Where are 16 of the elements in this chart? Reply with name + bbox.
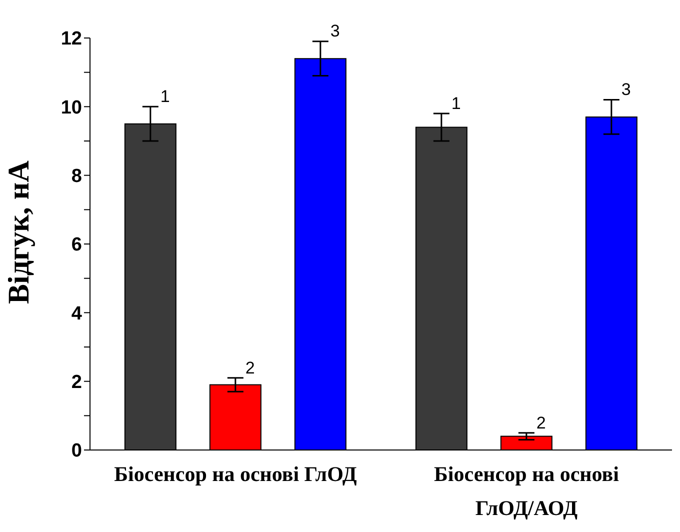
y-tick-label: 12: [60, 28, 82, 50]
text: 2: [245, 358, 255, 378]
series-label: 3: [330, 22, 340, 41]
y-tick-label: 4: [71, 303, 82, 324]
text: 1: [160, 86, 170, 106]
y-axis-title: Відгук, нА: [2, 160, 36, 304]
y-tick-label: 6: [71, 234, 82, 256]
series-label: 2: [536, 414, 546, 433]
y-tick-label: 10: [60, 97, 82, 118]
y-tick-label: 2: [71, 372, 82, 394]
x-tick-label: Біосенсор на основі ГлОД/АОД: [434, 462, 620, 520]
text: 3: [621, 80, 631, 99]
y-tick-label: 0: [71, 440, 82, 462]
y-tick-label: 8: [71, 166, 82, 188]
series-label: 1: [451, 94, 461, 113]
x-tick-label: Біосенсор на основі ГлОД: [114, 462, 358, 486]
